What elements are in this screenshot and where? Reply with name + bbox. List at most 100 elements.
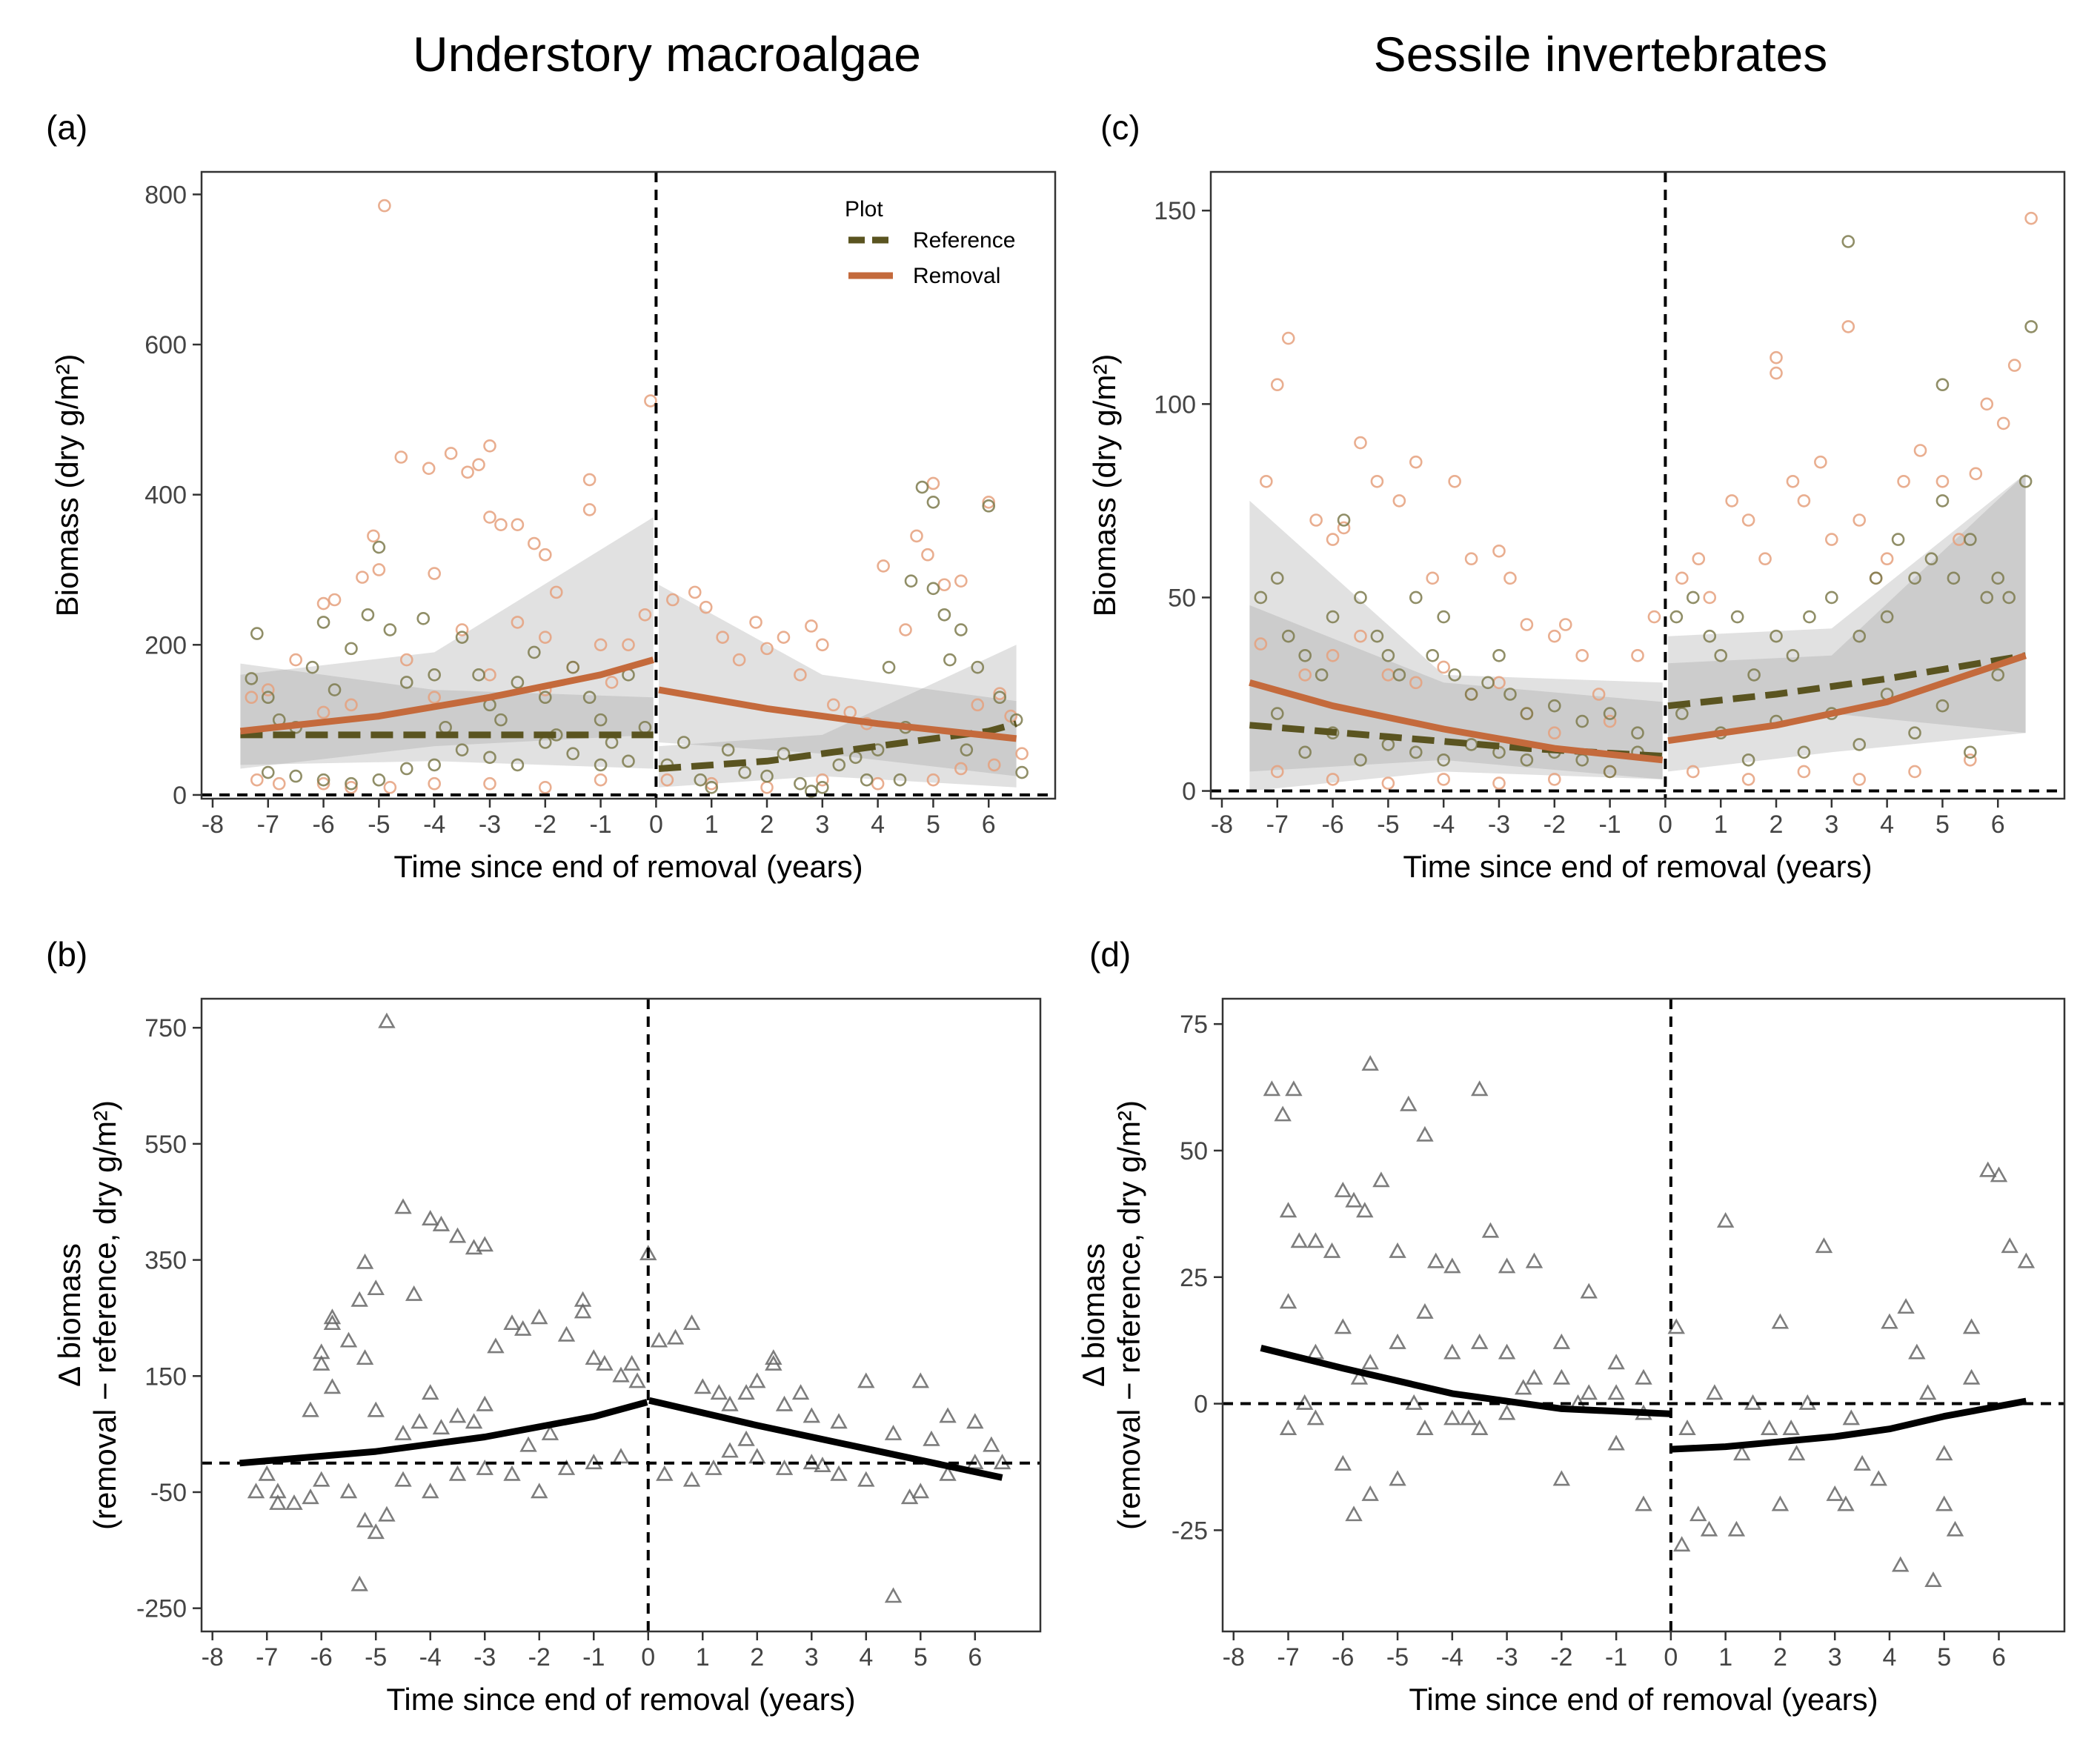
point-reference bbox=[428, 668, 441, 682]
point-delta bbox=[2017, 1252, 2036, 1268]
fit-line-removal bbox=[1249, 679, 1664, 764]
point-delta bbox=[1279, 1420, 1297, 1436]
fit-line-reference bbox=[658, 720, 1017, 772]
point-delta bbox=[1426, 1252, 1445, 1268]
panel-b: (b) -8 -7 -6 -5 -4 -3 -2 -1 0 1 2 3 4 5 6 -250 -50 150 350 5… bbox=[46, 935, 1042, 1717]
point-delta bbox=[1760, 1420, 1778, 1436]
point-removal bbox=[316, 776, 330, 791]
point-removal bbox=[1409, 455, 1423, 469]
x-tick-label: -1 bbox=[1598, 811, 1621, 839]
point-reference bbox=[1437, 753, 1450, 767]
point-reference bbox=[1924, 552, 1938, 566]
point-delta bbox=[939, 1407, 957, 1423]
point-delta bbox=[312, 1354, 330, 1371]
x-tick-label: 3 bbox=[1828, 1643, 1842, 1671]
point-reference bbox=[705, 781, 719, 794]
point-removal bbox=[816, 773, 829, 787]
point-removal bbox=[261, 683, 275, 696]
point-delta bbox=[721, 1442, 739, 1458]
point-reference bbox=[1337, 513, 1351, 527]
ci-ribbon-reference bbox=[659, 645, 1017, 788]
point-delta bbox=[1580, 1384, 1598, 1400]
y-tick-label: 150 bbox=[144, 1363, 187, 1391]
x-tick-label: -4 bbox=[423, 811, 445, 839]
point-delta bbox=[1771, 1495, 1790, 1511]
y-tick-label: 50 bbox=[1168, 584, 1196, 612]
point-delta bbox=[422, 1483, 439, 1499]
x-tick-label: 5 bbox=[926, 811, 940, 839]
point-delta bbox=[285, 1494, 303, 1510]
point-removal bbox=[622, 638, 635, 652]
point-reference bbox=[1703, 629, 1717, 643]
point-delta bbox=[1263, 1080, 1281, 1097]
point-delta bbox=[1416, 1420, 1434, 1436]
point-removal bbox=[1758, 552, 1772, 566]
point-delta bbox=[1842, 1409, 1861, 1425]
point-delta bbox=[666, 1328, 685, 1345]
plot-frame bbox=[1221, 997, 2066, 1633]
point-reference bbox=[982, 499, 996, 513]
y-axis-label-line2: (removal − reference, dry g/m²) bbox=[1112, 1100, 1146, 1530]
point-delta bbox=[1498, 1343, 1516, 1360]
panel-c: (c) -8 -7 -6 -5 -4 -3 -2 -1 0 1 2 3 4 5 6 0 50 100 150 Time … bbox=[1087, 108, 2066, 884]
point-removal bbox=[1631, 648, 1644, 662]
point-removal bbox=[1687, 765, 1700, 779]
point-reference bbox=[455, 631, 469, 644]
x-tick-label: -3 bbox=[474, 1643, 496, 1671]
point-reference bbox=[1935, 699, 1950, 713]
panel-label: (a) bbox=[46, 108, 87, 147]
point-reference bbox=[993, 691, 1006, 705]
point-reference bbox=[1426, 648, 1440, 662]
y-tick-label: -250 bbox=[136, 1595, 187, 1623]
point-delta bbox=[1306, 1232, 1325, 1248]
x-tick-label: -5 bbox=[1377, 811, 1399, 839]
point-reference bbox=[1326, 610, 1340, 624]
panel-a: (a) -8 -7 -6 -5 -4 -3 -2 -1 0 1 2 3 4 5 6 0 200 400 600 800 T… bbox=[46, 108, 1057, 884]
point-removal bbox=[511, 616, 525, 629]
point-removal bbox=[1741, 773, 1755, 786]
point-removal bbox=[328, 593, 342, 607]
point-removal bbox=[345, 781, 358, 794]
ci-ribbon-reference bbox=[1249, 605, 1663, 791]
point-delta bbox=[737, 1430, 755, 1446]
point-delta bbox=[1443, 1343, 1461, 1360]
point-delta bbox=[1607, 1384, 1625, 1400]
x-tick-label: 4 bbox=[1882, 1643, 1896, 1671]
point-removal bbox=[394, 450, 408, 464]
point-removal bbox=[483, 439, 496, 453]
point-reference bbox=[399, 676, 413, 689]
point-delta bbox=[531, 1483, 548, 1499]
x-tick-label: -2 bbox=[528, 1643, 551, 1671]
x-tick-label: 0 bbox=[1664, 1643, 1678, 1671]
point-reference bbox=[1448, 668, 1461, 682]
point-removal bbox=[982, 495, 996, 509]
point-delta bbox=[1389, 1242, 1406, 1258]
point-reference bbox=[816, 781, 829, 794]
point-removal bbox=[1853, 773, 1867, 786]
point-delta bbox=[682, 1471, 701, 1487]
x-tick-label: -1 bbox=[1605, 1643, 1627, 1671]
point-delta bbox=[1580, 1282, 1598, 1299]
point-removal bbox=[372, 563, 386, 576]
ci-ribbon-reference bbox=[1668, 473, 2026, 741]
point-delta bbox=[1787, 1445, 1806, 1461]
x-tick-label: 6 bbox=[1991, 811, 2005, 839]
point-reference bbox=[1437, 610, 1450, 624]
point-reference bbox=[1853, 629, 1867, 643]
point-removal bbox=[1647, 610, 1661, 624]
point-removal bbox=[926, 476, 940, 490]
point-delta bbox=[541, 1424, 559, 1440]
point-delta bbox=[1870, 1470, 1887, 1486]
point-removal bbox=[1547, 629, 1561, 643]
x-tick-label: -4 bbox=[1441, 1643, 1463, 1671]
point-delta bbox=[1962, 1318, 1981, 1334]
point-removal bbox=[1254, 637, 1268, 651]
x-tick-label: 3 bbox=[1824, 811, 1838, 839]
point-removal bbox=[455, 623, 469, 636]
point-delta bbox=[857, 1372, 875, 1388]
point-removal bbox=[1603, 714, 1617, 728]
x-tick-label: 1 bbox=[1718, 1643, 1732, 1671]
point-removal bbox=[549, 585, 563, 599]
point-removal bbox=[605, 676, 619, 689]
point-reference bbox=[428, 758, 441, 772]
